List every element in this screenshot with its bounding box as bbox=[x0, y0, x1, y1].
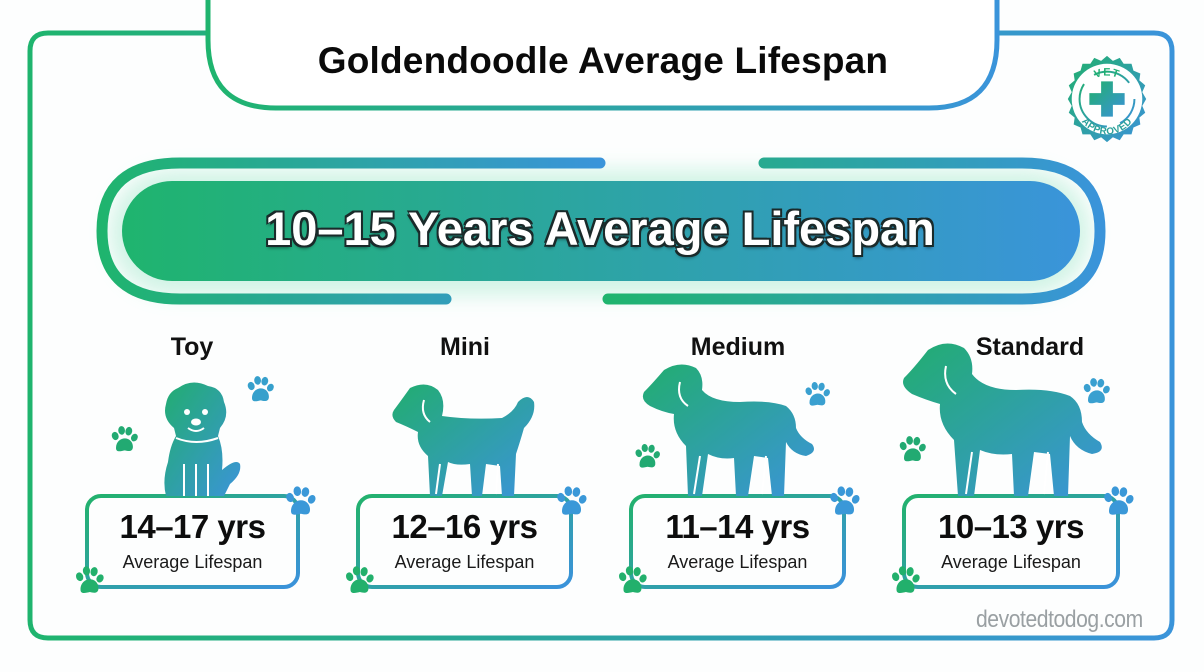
lifespan-caption: Average Lifespan bbox=[667, 552, 808, 572]
paw-print-icon bbox=[802, 380, 832, 410]
lifespan-value: 14–17 yrs bbox=[119, 508, 266, 545]
lifespan-value: 12–16 yrs bbox=[391, 508, 538, 545]
size-label: Toy bbox=[170, 333, 214, 361]
lifespan-caption: Average Lifespan bbox=[941, 552, 1081, 572]
page-title: Goldendoodle Average Lifespan bbox=[317, 40, 889, 81]
lifespan-value: 11–14 yrs bbox=[665, 508, 810, 545]
size-label: Standard bbox=[975, 333, 1085, 361]
medical-cross-icon bbox=[1089, 81, 1125, 117]
lifespan-caption: Average Lifespan bbox=[394, 552, 535, 572]
small-standing-dog-icon bbox=[392, 384, 535, 496]
paw-print-icon bbox=[108, 424, 140, 456]
lifespan-value: 10–13 yrs bbox=[938, 508, 1084, 545]
size-label: Mini bbox=[440, 333, 490, 361]
medium-standing-dog-icon bbox=[642, 364, 814, 496]
vet-approved-badge: VET APPROVED bbox=[1058, 52, 1156, 150]
paw-print-icon bbox=[1080, 376, 1112, 408]
sitting-dog-icon bbox=[164, 382, 241, 496]
lifespan-banner: 10–15 Years Average Lifespan bbox=[265, 202, 935, 255]
paw-print-icon bbox=[244, 374, 276, 406]
lifespan-caption: Average Lifespan bbox=[122, 552, 263, 572]
svg-text:VET: VET bbox=[1093, 66, 1122, 80]
site-watermark: devotedtodog.com bbox=[976, 606, 1143, 633]
large-standing-dog-icon bbox=[903, 343, 1102, 496]
paw-print-icon bbox=[632, 442, 662, 472]
size-label: Medium bbox=[690, 333, 786, 361]
paw-print-icon bbox=[896, 434, 928, 466]
badge-top-text: VET bbox=[1093, 66, 1121, 80]
